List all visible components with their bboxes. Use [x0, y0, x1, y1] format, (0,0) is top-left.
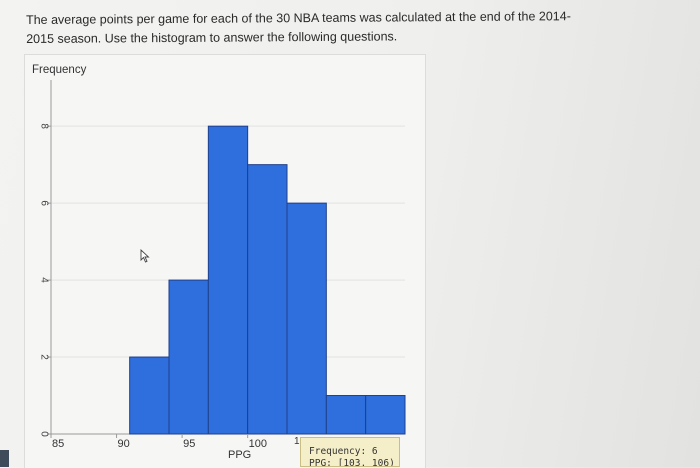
histogram-bar	[365, 395, 406, 435]
bar-tooltip: Frequency: 6 PPG: [103, 106)	[300, 437, 400, 467]
y-tick-label: 2	[38, 354, 49, 360]
x-tick-label: 85	[52, 438, 64, 450]
y-tick-label: 0	[38, 431, 49, 437]
y-tick-label: 4	[38, 277, 49, 283]
y-tick-label: 8	[38, 123, 49, 129]
histogram-bar	[207, 125, 249, 435]
histogram-bar	[168, 279, 209, 435]
window-edge-strip	[0, 450, 9, 467]
truncated-label: 1	[294, 436, 300, 447]
x-tick-label: 90	[118, 438, 130, 450]
histogram-bar	[286, 202, 327, 435]
tooltip-frequency: Frequency: 6	[309, 446, 378, 457]
histogram-bar	[129, 356, 170, 435]
histogram-bar	[325, 395, 367, 435]
y-axis-label: Frequency	[32, 64, 87, 76]
tooltip-ppg: PPG: [103, 106)	[309, 458, 395, 467]
y-tick-label: 6	[38, 200, 49, 206]
x-tick-label: 100	[249, 438, 267, 450]
x-tick-label: 95	[183, 438, 195, 450]
x-axis-label: PPG	[228, 449, 251, 461]
histogram-bar	[247, 164, 288, 435]
